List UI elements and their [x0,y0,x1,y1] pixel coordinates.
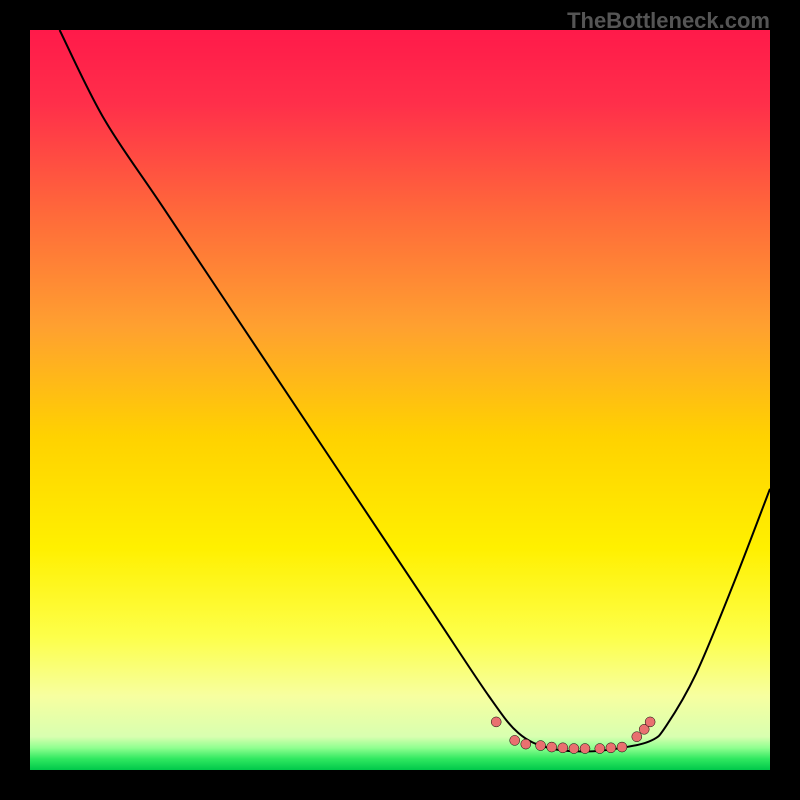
marker-dot [536,741,546,751]
marker-dot [580,744,590,754]
bottleneck-chart [30,30,770,770]
marker-dot [595,744,605,754]
gradient-background [30,30,770,770]
marker-dot [558,743,568,753]
marker-dot [632,732,642,742]
marker-dot [617,742,627,752]
marker-dot [521,739,531,749]
marker-dot [606,743,616,753]
plot-area [30,30,770,770]
marker-dot [491,717,501,727]
marker-dot [645,717,655,727]
marker-dot [569,744,579,754]
chart-container: TheBottleneck.com [0,0,800,800]
marker-dot [510,735,520,745]
marker-dot [547,742,557,752]
